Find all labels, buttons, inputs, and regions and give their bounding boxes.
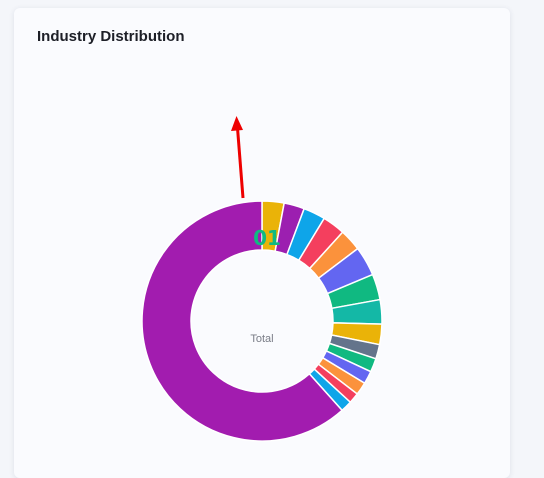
donut-chart-area: 01 Total: [0, 0, 544, 457]
arrow-head: [231, 116, 243, 131]
annotation-arrow: [231, 116, 243, 198]
center-value: 01: [253, 226, 281, 250]
donut-chart: 01 Total: [0, 0, 544, 457]
center-label: Total: [250, 333, 273, 345]
arrow-shaft: [238, 128, 244, 198]
